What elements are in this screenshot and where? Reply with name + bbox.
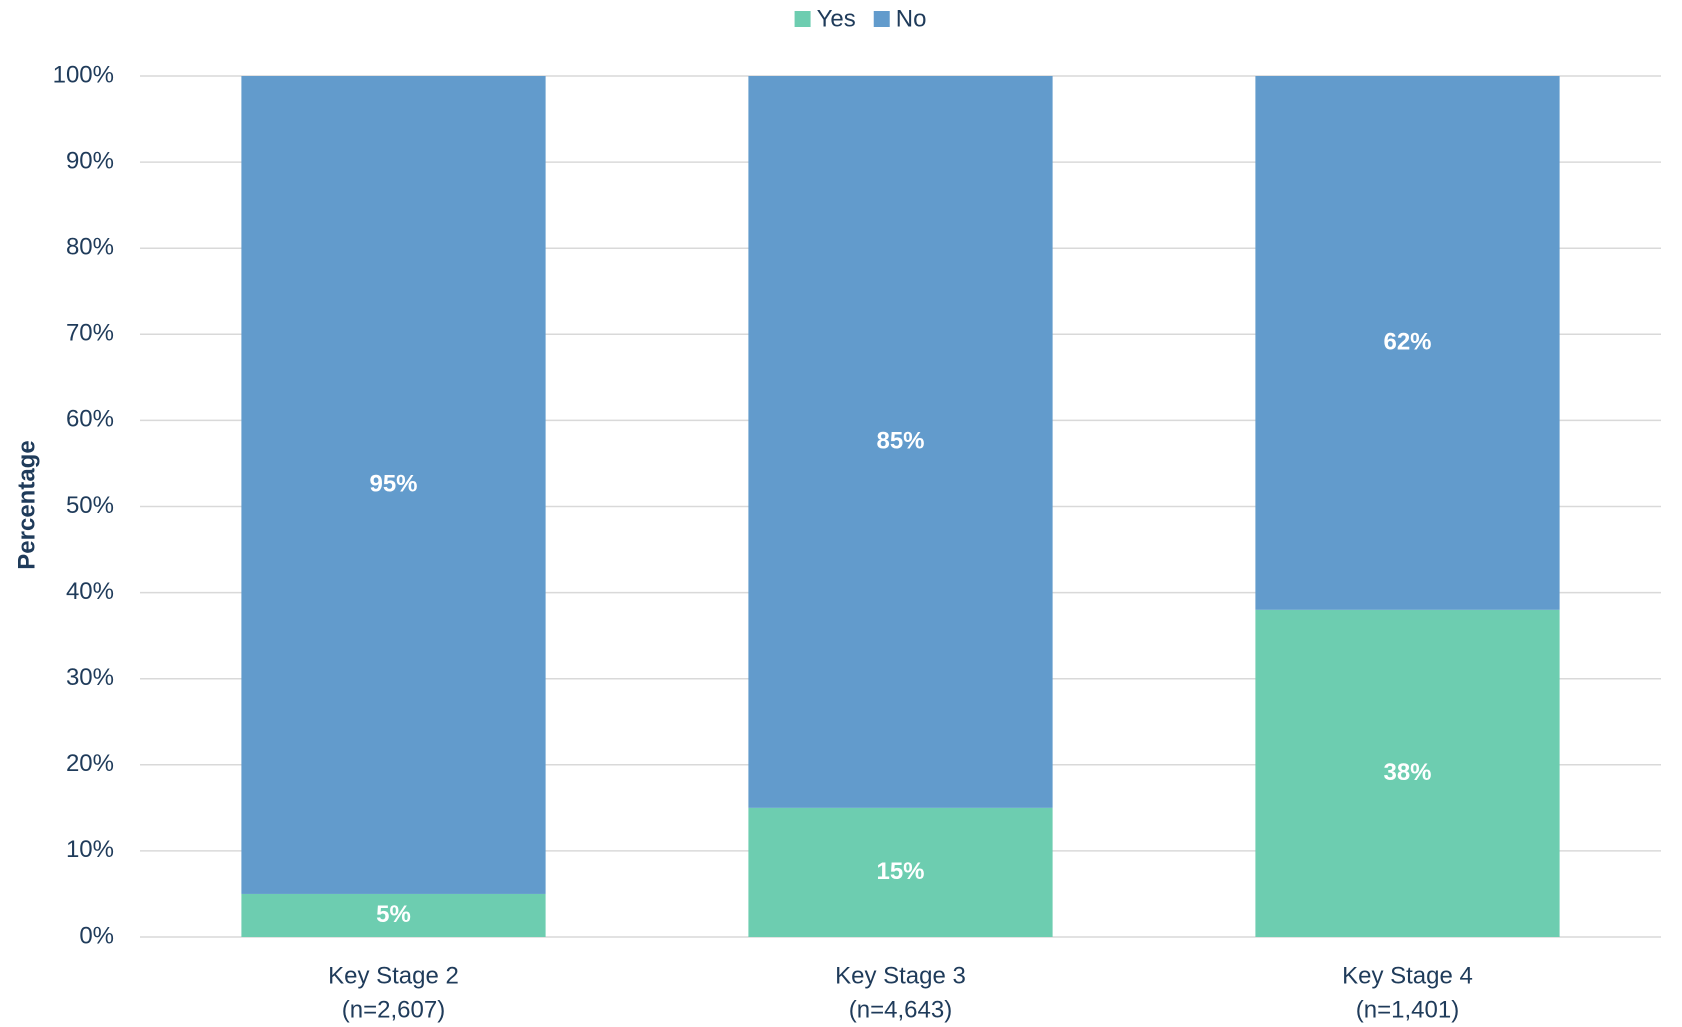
y-tick-label: 0%: [79, 922, 114, 949]
legend-label: Yes: [817, 5, 856, 32]
data-label: 85%: [876, 427, 924, 454]
bar-segment: [748, 76, 1053, 808]
y-axis-label: Percentage: [13, 440, 40, 569]
legend-swatch: [794, 11, 811, 27]
legend-label: No: [896, 5, 927, 32]
y-tick-label: 90%: [66, 147, 114, 174]
y-tick-label: 10%: [66, 836, 114, 863]
y-tick-label: 20%: [66, 750, 114, 777]
bar-segment: [1255, 76, 1560, 610]
data-label: 15%: [876, 858, 924, 885]
y-tick-label: 40%: [66, 578, 114, 605]
x-tick-label: (n=1,401): [1356, 996, 1459, 1023]
data-label: 95%: [369, 470, 417, 497]
x-tick-label: (n=2,607): [342, 996, 445, 1023]
data-label: 5%: [376, 901, 411, 928]
y-tick-label: 30%: [66, 664, 114, 691]
y-tick-label: 60%: [66, 406, 114, 433]
y-tick-label: 70%: [66, 320, 114, 347]
data-label: 62%: [1383, 328, 1431, 355]
x-tick-label: Key Stage 2: [328, 962, 459, 989]
bar-segment: [241, 76, 546, 894]
y-tick-label: 80%: [66, 234, 114, 261]
bar-segment: [241, 893, 546, 937]
x-tick-label: Key Stage 3: [835, 962, 966, 989]
bar-segment: [748, 807, 1053, 937]
bar-segment: [1255, 609, 1560, 937]
x-tick-label: Key Stage 4: [1342, 962, 1473, 989]
data-label: 38%: [1383, 759, 1431, 786]
y-tick-label: 100%: [53, 61, 114, 88]
legend-swatch: [873, 11, 890, 27]
y-tick-label: 50%: [66, 492, 114, 519]
x-tick-label: (n=4,643): [849, 996, 952, 1023]
